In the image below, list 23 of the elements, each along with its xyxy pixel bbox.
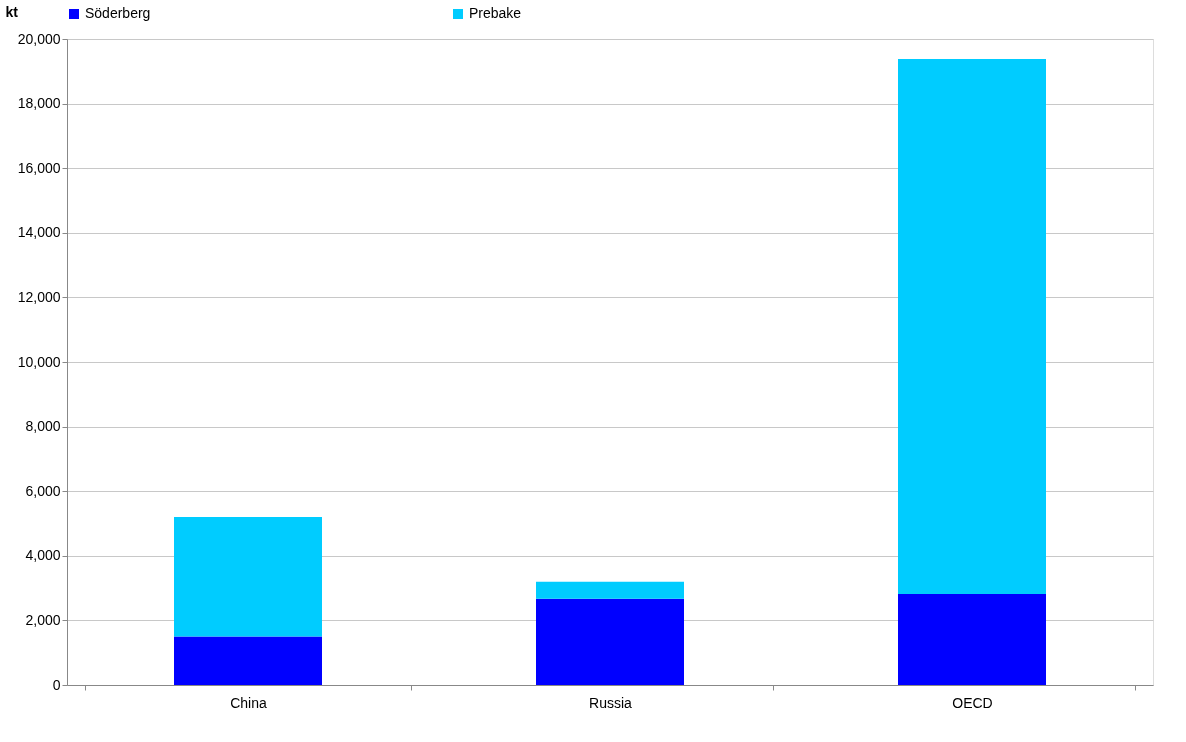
y-tick-label: 4,000 xyxy=(25,547,61,564)
x-tick-label: China xyxy=(230,694,267,711)
y-tick-label: 12,000 xyxy=(17,288,61,305)
legend-label: Prebake xyxy=(469,5,522,21)
y-tick-label: 20,000 xyxy=(17,30,61,47)
bar xyxy=(174,517,322,637)
x-tick-label: Russia xyxy=(589,694,633,711)
bar xyxy=(898,593,1046,685)
y-tick-label: 0 xyxy=(52,676,61,693)
x-tick-label: OECD xyxy=(952,694,993,711)
y-tick-label: 8,000 xyxy=(25,418,61,435)
y-tick-label: 18,000 xyxy=(17,95,61,112)
y-tick-label: 14,000 xyxy=(17,224,61,241)
bar xyxy=(174,636,322,685)
y-tick-label: 16,000 xyxy=(17,159,61,176)
bar xyxy=(898,59,1046,594)
y-tick-label: 2,000 xyxy=(25,611,61,628)
legend-label: Söderberg xyxy=(85,5,151,21)
y-axis-title: kt xyxy=(5,3,19,20)
y-tick-label: 10,000 xyxy=(17,353,61,370)
bar xyxy=(536,598,684,685)
y-tick-label: 6,000 xyxy=(25,482,61,499)
bar xyxy=(536,581,684,599)
